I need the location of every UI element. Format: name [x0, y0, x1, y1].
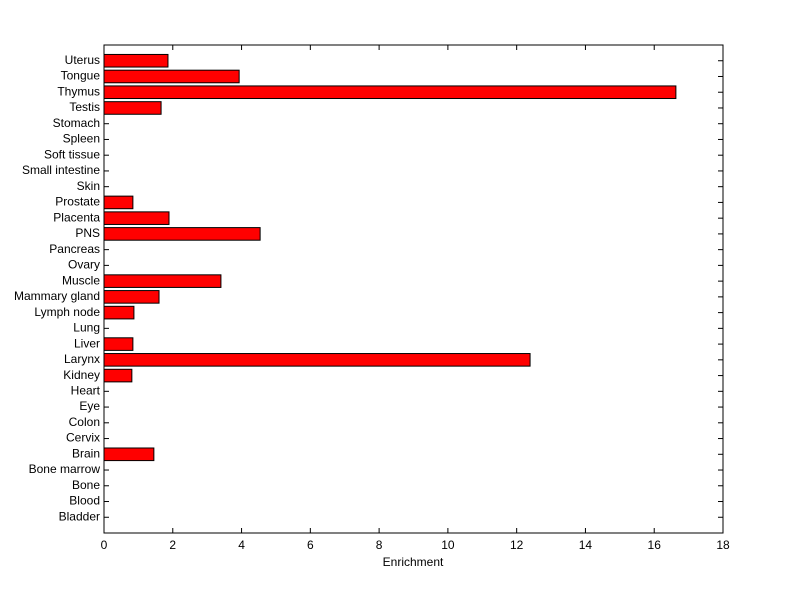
y-tick-label: Colon	[69, 415, 100, 429]
y-tick-label: Soft tissue	[44, 147, 100, 161]
bar	[103, 101, 162, 115]
y-tick-label: Thymus	[57, 84, 100, 98]
bar	[103, 368, 133, 383]
bar	[103, 227, 261, 241]
bar	[103, 274, 222, 288]
bar	[103, 337, 134, 351]
y-tick-label: Pancreas	[49, 242, 100, 256]
bar	[103, 353, 531, 367]
x-tick-label: 6	[307, 538, 314, 552]
y-tick-label: Stomach	[53, 116, 100, 130]
bar	[103, 211, 170, 225]
x-tick-label: 4	[238, 538, 245, 552]
x-tick-label: 12	[510, 538, 524, 552]
y-tick-label: Larynx	[64, 352, 100, 366]
bar	[103, 69, 240, 84]
x-tick-label: 14	[579, 538, 593, 552]
bar	[103, 85, 677, 100]
x-tick-label: 18	[716, 538, 730, 552]
x-tick-label: 16	[648, 538, 662, 552]
plot-frame	[103, 44, 724, 534]
y-tick-label: Cervix	[66, 431, 100, 445]
y-tick-label: Liver	[74, 336, 100, 350]
bar	[103, 290, 160, 304]
y-tick-label: Brain	[72, 446, 100, 460]
y-tick-label: PNS	[75, 226, 100, 240]
y-tick-label: Skin	[77, 179, 100, 193]
y-tick-label: Kidney	[63, 368, 100, 382]
y-tick-label: Bone	[72, 478, 100, 492]
bar	[103, 305, 135, 320]
x-tick-label: 2	[169, 538, 176, 552]
y-tick-label: Blood	[69, 494, 100, 508]
bar	[103, 195, 134, 210]
y-tick-label: Bone marrow	[29, 462, 101, 476]
y-tick-label: Eye	[79, 399, 100, 413]
y-tick-label: Bladder	[59, 509, 100, 523]
y-tick-label: Ovary	[68, 258, 100, 272]
bar	[103, 53, 169, 68]
y-tick-label: Lymph node	[34, 305, 100, 319]
y-tick-label: Uterus	[65, 53, 100, 67]
bar	[103, 447, 155, 462]
y-tick-label: Testis	[69, 100, 100, 114]
y-tick-label: Mammary gland	[14, 289, 100, 303]
y-tick-label: Prostate	[55, 195, 100, 209]
y-tick-label: Heart	[71, 383, 101, 397]
y-tick-label: Muscle	[62, 273, 100, 287]
y-tick-label: Spleen	[63, 132, 100, 146]
x-tick-label: 10	[441, 538, 455, 552]
x-axis-label: Enrichment	[383, 555, 444, 569]
x-tick-label: 0	[101, 538, 108, 552]
x-tick-label: 8	[376, 538, 383, 552]
y-tick-label: Placenta	[53, 210, 100, 224]
y-tick-label: Lung	[73, 321, 100, 335]
y-tick-label: Small intestine	[22, 163, 100, 177]
y-tick-label: Tongue	[61, 69, 101, 83]
